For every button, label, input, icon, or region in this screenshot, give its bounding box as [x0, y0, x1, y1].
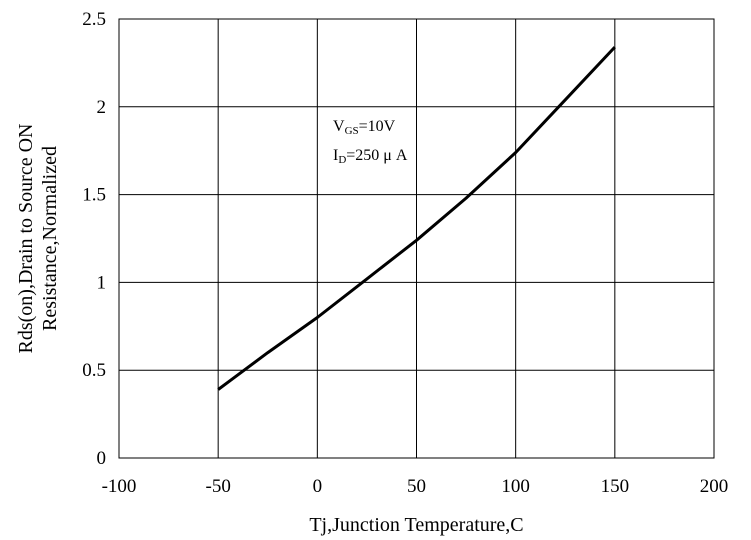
- x-tick-label: 200: [700, 476, 729, 497]
- y-tick-label: 1.5: [82, 185, 106, 206]
- x-axis-label: Tj,Junction Temperature,C: [309, 514, 523, 536]
- y-tick-label: 0.5: [82, 360, 106, 381]
- x-tick-label: 100: [501, 476, 530, 497]
- x-tick-label: 50: [407, 476, 426, 497]
- x-tick-label: -100: [102, 476, 137, 497]
- x-tick-labels: -100 -50 0 50 100 150 200: [102, 476, 729, 497]
- y-tick-labels: 0 0.5 1 1.5 2 2.5: [82, 9, 106, 469]
- y-tick-label: 2: [97, 97, 107, 118]
- series-line: [217, 46, 616, 391]
- x-tick-label: 150: [601, 476, 630, 497]
- annotation-text: VGS=10V: [333, 118, 396, 137]
- x-tick-label: 0: [313, 476, 323, 497]
- y-tick-label: 2.5: [82, 9, 106, 30]
- y-axis-label-line-2: Resistance,Normalized: [39, 146, 61, 331]
- series-layer: [217, 46, 616, 391]
- y-axis-label-line-1: Rds(on),Drain to Source ON: [15, 124, 37, 354]
- x-tick-label: -50: [206, 476, 231, 497]
- annotations: VGS=10V ID=250 μ A: [333, 118, 408, 166]
- plot-frame: [118, 18, 715, 459]
- annotation-text: ID=250 μ A: [333, 147, 408, 166]
- y-axis-label: Rds(on),Drain to Source ON Resistance,No…: [15, 124, 61, 354]
- y-tick-label: 1: [97, 272, 107, 293]
- y-tick-label: 0: [97, 448, 107, 469]
